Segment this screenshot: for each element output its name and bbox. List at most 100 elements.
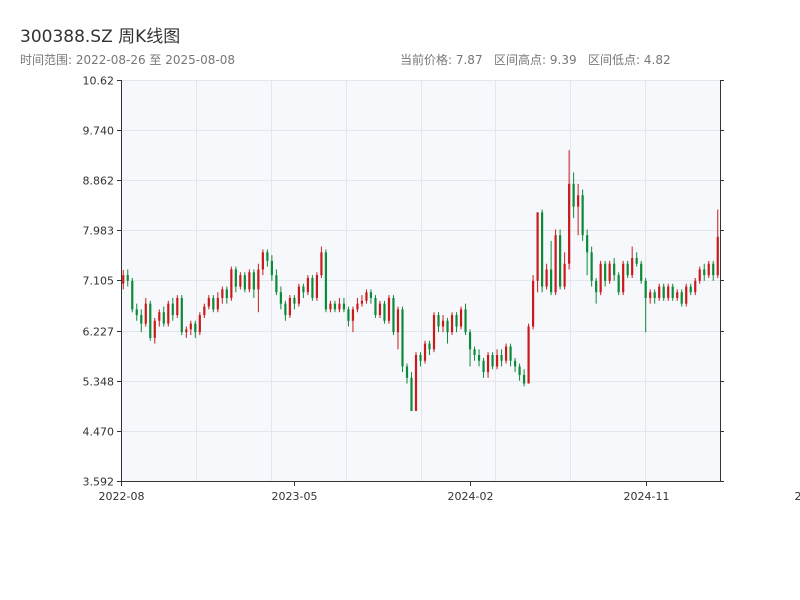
candle-body bbox=[135, 309, 138, 316]
candle bbox=[167, 300, 170, 327]
candle-body bbox=[234, 269, 237, 287]
candle-body bbox=[437, 315, 440, 327]
candle-body bbox=[513, 360, 517, 367]
candle-body bbox=[189, 323, 192, 330]
candle bbox=[662, 283, 665, 301]
candle-body bbox=[581, 195, 584, 236]
candle bbox=[297, 283, 300, 307]
candle bbox=[590, 246, 593, 287]
candle-body bbox=[671, 286, 674, 298]
candle bbox=[541, 209, 544, 293]
candle bbox=[360, 295, 364, 307]
candle-body bbox=[522, 374, 526, 384]
candle-body bbox=[162, 312, 165, 324]
y-tick-label: 5.348 bbox=[83, 376, 115, 389]
candle bbox=[369, 289, 373, 304]
candle bbox=[351, 306, 355, 333]
candle-body bbox=[712, 263, 715, 276]
y-tick-label: 8.862 bbox=[83, 175, 115, 188]
candle bbox=[468, 329, 472, 367]
candle bbox=[581, 189, 584, 241]
candle bbox=[482, 357, 485, 378]
candle-body bbox=[649, 292, 652, 298]
candle bbox=[203, 303, 206, 318]
candle-body bbox=[698, 269, 701, 281]
candle bbox=[604, 260, 607, 287]
candle-body bbox=[378, 303, 382, 316]
candle bbox=[293, 295, 296, 310]
candle bbox=[378, 300, 382, 318]
candle bbox=[135, 303, 138, 321]
candle bbox=[261, 249, 264, 276]
candle bbox=[509, 343, 512, 367]
candle-body bbox=[694, 280, 697, 293]
candle bbox=[631, 246, 634, 278]
candle bbox=[455, 312, 458, 333]
x-tick-label: 2024-02 bbox=[448, 490, 494, 503]
candle-body bbox=[572, 183, 575, 207]
candle bbox=[126, 269, 129, 287]
candle-body bbox=[153, 320, 156, 338]
candle bbox=[230, 266, 233, 301]
candle-body bbox=[644, 280, 647, 298]
candle bbox=[649, 289, 652, 304]
candle bbox=[374, 295, 377, 318]
candle-body bbox=[140, 315, 143, 324]
y-tick-label: 6.227 bbox=[83, 326, 115, 339]
date-range-text: 时间范围: 2022-08-26 至 2025-08-08 bbox=[20, 53, 235, 67]
candle-body bbox=[239, 275, 242, 287]
candle bbox=[194, 320, 197, 338]
candle-body bbox=[194, 323, 197, 333]
candle bbox=[428, 340, 431, 356]
y-tick-label: 4.470 bbox=[83, 426, 115, 439]
candle-body bbox=[495, 355, 499, 367]
candle-body bbox=[504, 346, 508, 361]
candle-body bbox=[347, 309, 350, 321]
candle bbox=[586, 229, 589, 276]
candle bbox=[441, 315, 445, 333]
candle bbox=[698, 266, 701, 284]
price-stats-text: 当前价格: 7.87 区间高点: 9.39 区间低点: 4.82 bbox=[400, 53, 671, 67]
candle-body bbox=[473, 349, 476, 356]
candle bbox=[198, 312, 201, 336]
candle bbox=[311, 275, 314, 301]
candle-body bbox=[419, 355, 422, 361]
candle-body bbox=[577, 195, 580, 207]
candle bbox=[185, 326, 188, 338]
candle bbox=[554, 229, 557, 296]
candle-body bbox=[441, 320, 445, 327]
x-tick-label: 2025-07 bbox=[795, 490, 800, 503]
candle-body bbox=[297, 286, 300, 304]
candle-body bbox=[374, 297, 377, 316]
candle bbox=[158, 309, 161, 327]
candle-body bbox=[414, 355, 418, 411]
candle-body bbox=[207, 297, 210, 307]
candle bbox=[716, 209, 719, 278]
candle-body bbox=[216, 297, 219, 310]
candle bbox=[599, 260, 602, 296]
candle bbox=[486, 352, 490, 378]
candle bbox=[577, 183, 580, 236]
candle bbox=[536, 212, 539, 293]
candle bbox=[131, 277, 134, 313]
candle bbox=[216, 292, 219, 313]
candle bbox=[640, 260, 643, 284]
candle-body bbox=[599, 263, 602, 293]
candle-body bbox=[126, 275, 129, 281]
candle-body bbox=[351, 309, 355, 321]
candle-body bbox=[450, 315, 454, 333]
candle-body bbox=[279, 292, 282, 304]
candle-body bbox=[275, 275, 278, 293]
candle-body bbox=[554, 235, 557, 293]
candle-body bbox=[288, 297, 291, 316]
candle bbox=[464, 303, 467, 336]
candle-body bbox=[383, 303, 386, 321]
candle-body bbox=[464, 309, 467, 333]
candle-body bbox=[122, 275, 125, 284]
candle bbox=[495, 349, 499, 370]
candle-body bbox=[266, 252, 269, 261]
candle bbox=[221, 286, 224, 304]
candle-body bbox=[261, 252, 264, 270]
candle bbox=[248, 269, 251, 293]
candle bbox=[153, 317, 156, 344]
